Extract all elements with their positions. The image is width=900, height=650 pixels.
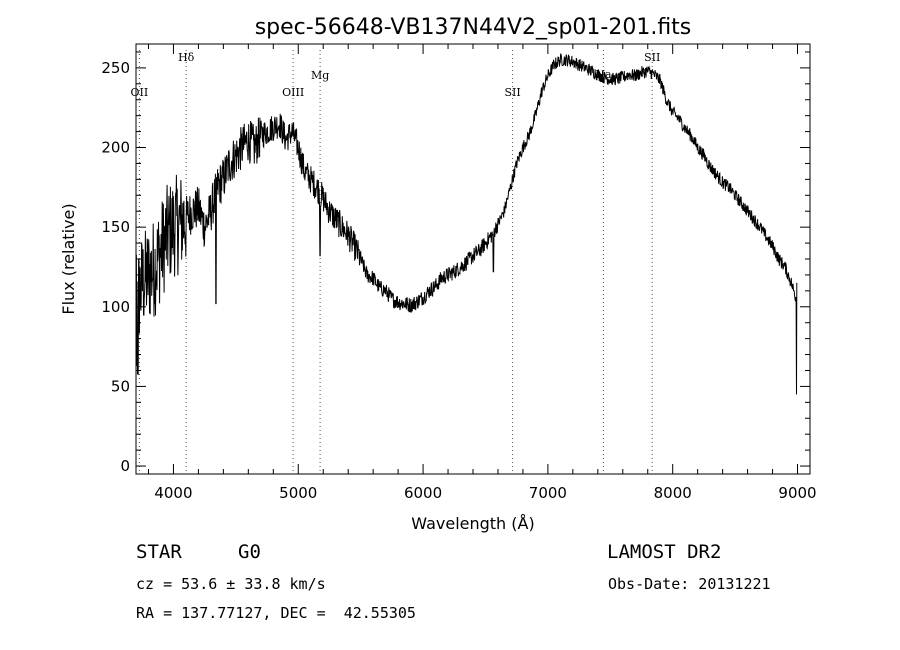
series-line-0 bbox=[135, 53, 798, 395]
marker-label-2: OIII bbox=[282, 86, 304, 99]
marker-label-5: Na bbox=[595, 68, 612, 81]
x-tick-label-4: 8000 bbox=[654, 484, 692, 502]
marker-label-0: OII bbox=[131, 86, 149, 99]
x-tick-label-0: 4000 bbox=[154, 484, 192, 502]
y-tick-label-5: 250 bbox=[101, 59, 130, 77]
y-tick-label-3: 150 bbox=[101, 218, 130, 236]
obs-date-label: Obs-Date: 20131221 bbox=[608, 575, 771, 593]
marker-label-3: Mg bbox=[311, 69, 329, 82]
y-tick-label-2: 100 bbox=[101, 298, 130, 316]
marker-label-1: Hδ bbox=[178, 51, 195, 64]
x-tick-label-5: 9000 bbox=[778, 484, 816, 502]
class-label: STAR bbox=[136, 541, 182, 563]
subclass-label: G0 bbox=[238, 541, 261, 563]
y-tick-label-1: 50 bbox=[111, 377, 130, 395]
y-tick-label-0: 0 bbox=[120, 457, 130, 475]
x-tick-label-1: 5000 bbox=[279, 484, 317, 502]
marker-label-6: SII bbox=[644, 51, 660, 64]
marker-label-4: SII bbox=[504, 86, 520, 99]
x-tick-label-2: 6000 bbox=[404, 484, 442, 502]
survey-label: LAMOST DR2 bbox=[607, 541, 722, 563]
y-tick-label-4: 200 bbox=[101, 139, 130, 157]
x-axis-label: Wavelength (Å) bbox=[411, 514, 534, 533]
x-tick-label-3: 7000 bbox=[529, 484, 567, 502]
chart-title: spec-56648-VB137N44V2_sp01-201.fits bbox=[255, 15, 692, 40]
redshift-label: cz = 53.6 ± 33.8 km/s bbox=[136, 575, 326, 593]
y-axis-label: Flux (relative) bbox=[59, 203, 78, 314]
coordinates-label: RA = 137.77127, DEC = 42.55305 bbox=[136, 604, 416, 622]
